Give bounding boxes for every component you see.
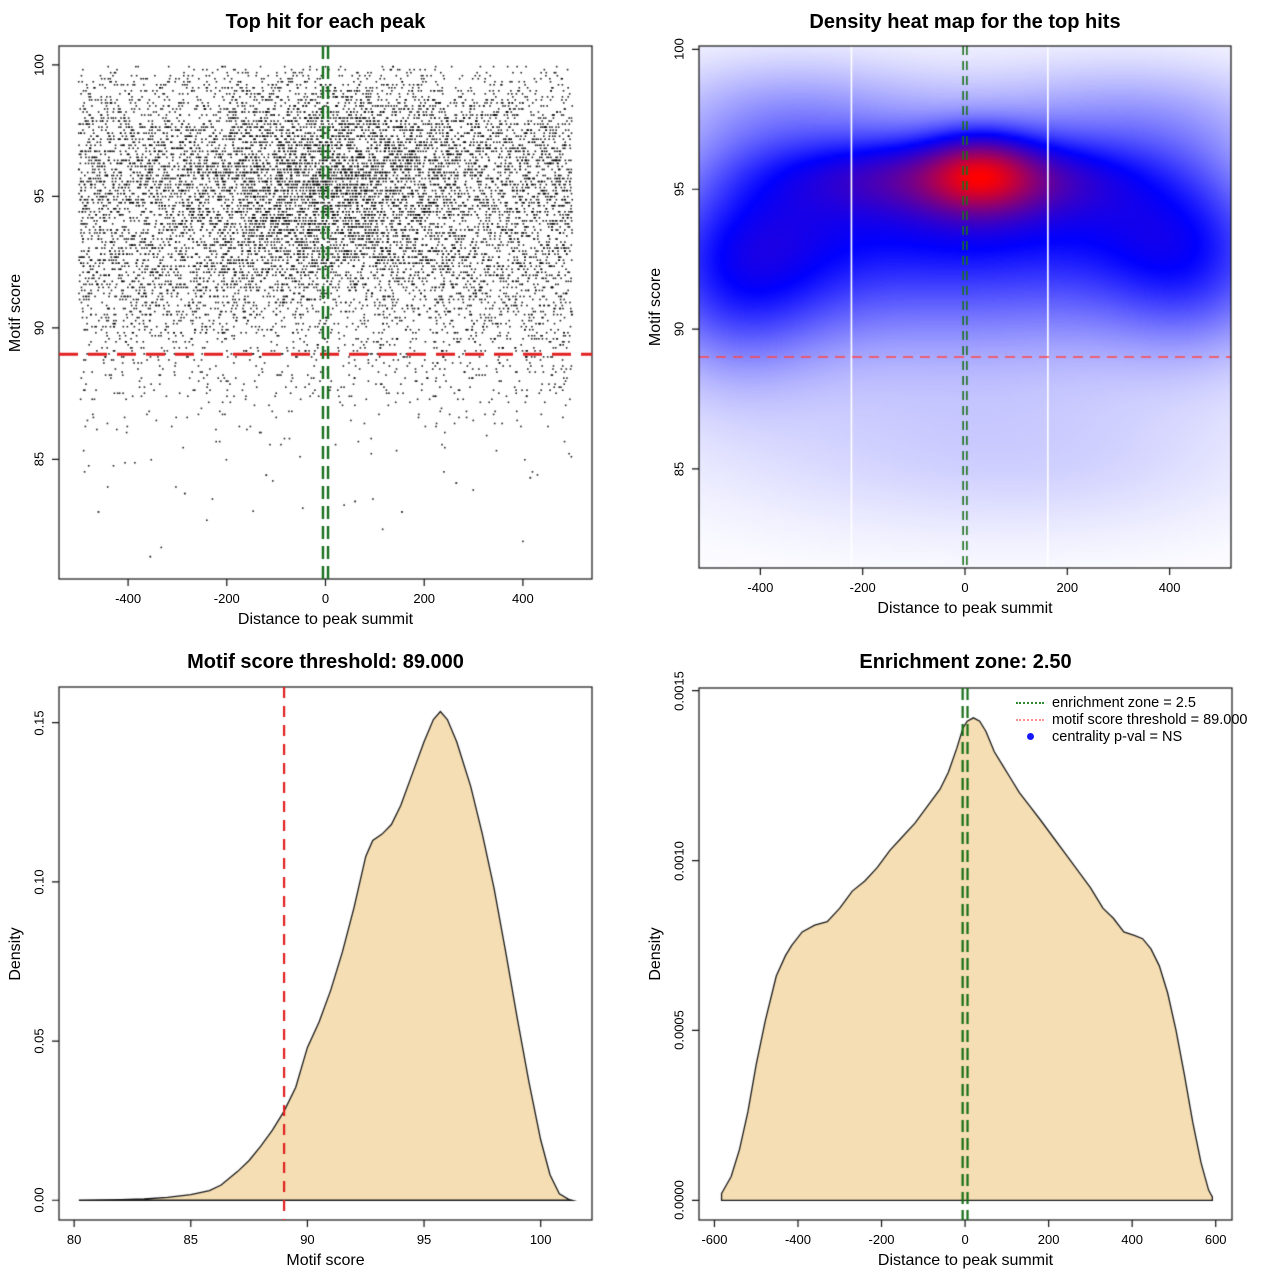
y-tick-label: 85 <box>671 461 687 477</box>
x-tick-label: 400 <box>512 591 534 606</box>
legend-label: centrality p-val = NS <box>1052 728 1183 745</box>
panel-motif-score-density: Motif score threshold: 89.000 Motif scor… <box>0 640 640 1280</box>
x-tick-label: 400 <box>1121 1232 1144 1247</box>
y-tick-label: 0.10 <box>31 869 47 895</box>
y-axis-label: Density <box>7 926 24 981</box>
heatmap-canvas <box>640 0 1280 640</box>
legend-item-enrichment-zone: enrichment zone = 2.5 <box>1010 694 1247 711</box>
y-tick-label: 90 <box>31 320 47 336</box>
x-tick-label: 90 <box>300 1232 315 1247</box>
x-tick-label: 80 <box>66 1232 82 1247</box>
plot-title: Top hit for each peak <box>225 11 426 33</box>
x-tick-label: 0 <box>961 580 969 595</box>
y-tick-label: 0.0005 <box>671 1010 687 1051</box>
y-tick-label: 100 <box>31 54 47 76</box>
x-tick-label: -200 <box>213 591 240 606</box>
x-axis-label: Distance to peak summit <box>877 1252 1054 1269</box>
x-axis-label: Distance to peak summit <box>877 600 1053 617</box>
x-tick-label: 200 <box>1037 1232 1060 1247</box>
x-tick-label: 95 <box>416 1232 432 1247</box>
y-tick-label: 100 <box>671 38 687 61</box>
x-tick-label: 100 <box>529 1232 552 1247</box>
x-tick-label: -400 <box>115 591 142 606</box>
x-tick-label: -200 <box>849 580 876 595</box>
x-tick-label: -200 <box>868 1232 895 1247</box>
x-tick-label: 85 <box>183 1232 199 1247</box>
y-axis-label: Motif score <box>647 267 664 347</box>
y-tick-label: 95 <box>31 189 47 204</box>
green-dotted-line-icon <box>1016 701 1044 704</box>
panel-enrichment-zone-density: Enrichment zone: 2.50 Distance to peak s… <box>640 640 1280 1280</box>
y-axis-label: Motif score <box>7 273 24 352</box>
x-axis-label: Distance to peak summit <box>237 611 414 628</box>
plot-title: Enrichment zone: 2.50 <box>859 651 1072 673</box>
density-plot-canvas <box>0 640 640 1280</box>
x-tick-label: 200 <box>413 591 436 606</box>
scatter-plot-canvas <box>0 0 640 640</box>
plot-title: Density heat map for the top hits <box>809 11 1121 33</box>
y-tick-label: 0.0015 <box>671 670 687 711</box>
x-tick-label: 600 <box>1204 1232 1227 1247</box>
legend-label: enrichment zone = 2.5 <box>1052 694 1196 711</box>
y-tick-label: 90 <box>671 321 687 337</box>
x-tick-label: 200 <box>1056 580 1079 595</box>
x-tick-label: 0 <box>961 1232 969 1247</box>
x-tick-label: -400 <box>784 1232 811 1247</box>
x-tick-label: 0 <box>321 591 330 606</box>
blue-dot-icon <box>1026 733 1034 740</box>
x-axis-label: Motif score <box>286 1252 365 1269</box>
y-tick-label: 85 <box>31 452 47 467</box>
y-tick-label: 95 <box>671 181 687 197</box>
x-tick-label: -400 <box>747 580 774 595</box>
legend-item-centrality-pval: centrality p-val = NS <box>1010 728 1247 745</box>
legend-label: motif score threshold = 89.000 <box>1052 711 1248 728</box>
plot-legend: enrichment zone = 2.5 motif score thresh… <box>1010 694 1248 745</box>
panel-density-heatmap: Density heat map for the top hits Distan… <box>640 0 1280 640</box>
x-tick-label: 400 <box>1158 580 1181 595</box>
y-tick-label: 0.0000 <box>671 1180 687 1221</box>
y-tick-label: 0.05 <box>31 1028 47 1054</box>
panel-top-hit-scatter: Top hit for each peak Distance to peak s… <box>0 0 640 640</box>
x-tick-label: -600 <box>701 1232 728 1247</box>
y-axis-label: Density <box>647 927 664 981</box>
plot-title: Motif score threshold: 89.000 <box>187 651 464 673</box>
y-tick-label: 0.00 <box>31 1187 47 1213</box>
legend-item-motif-threshold: motif score threshold = 89.000 <box>1010 711 1248 728</box>
red-dotted-line-icon <box>1016 718 1044 721</box>
y-tick-label: 0.0010 <box>671 840 687 881</box>
density-plot-canvas <box>640 640 1280 1280</box>
y-tick-label: 0.15 <box>31 710 47 736</box>
